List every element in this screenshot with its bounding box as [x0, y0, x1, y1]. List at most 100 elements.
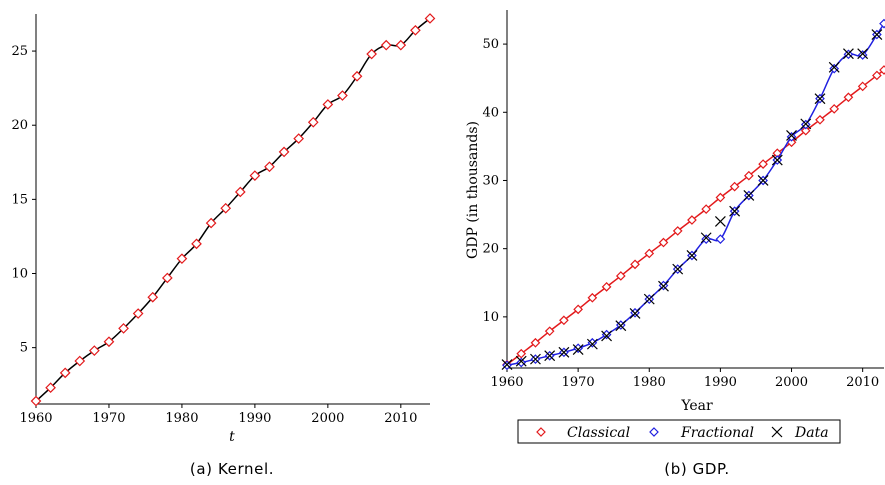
classical-point: [687, 215, 697, 225]
classical-point: [601, 282, 612, 292]
classical-point: [744, 170, 754, 181]
data-point: [672, 263, 684, 275]
data-point: [729, 205, 741, 217]
kernel-point: [132, 308, 144, 319]
fractional-point: [516, 357, 527, 368]
data-point: [530, 353, 541, 365]
legend-box: [517, 419, 841, 444]
classical-point: [672, 226, 683, 236]
gdp-x-tick-label: 2000: [775, 375, 808, 390]
fractional-point: [786, 131, 797, 142]
classical-point: [516, 348, 527, 359]
legend-fractional-marker: [649, 427, 659, 437]
kernel-point: [176, 253, 188, 265]
classical-point: [644, 248, 655, 259]
gdp-y-axis-label: GDP (in thousands): [465, 121, 481, 259]
kernel-y-tick-label: 15: [11, 192, 28, 207]
kernel-point: [220, 202, 232, 214]
kernel-chart: 1960 1970 1980 1990 2000 2010 5 10 15 20 25 t (a) …: [11, 13, 436, 478]
kernel-point: [337, 90, 348, 101]
kernel-axes: [35, 14, 430, 405]
kernel-y-tick-label: 20: [11, 118, 28, 133]
kernel-ticks: 1960 1970 1980 1990 2000 2010 5 10 15 20 25: [11, 44, 417, 426]
kernel-point: [118, 323, 129, 334]
kernel-point: [322, 99, 334, 110]
classical-point: [530, 337, 541, 348]
data-point: [828, 61, 840, 73]
classical-point: [872, 70, 882, 81]
kernel-point: [234, 186, 246, 198]
legend-classical-marker: [536, 427, 546, 437]
data-point: [515, 355, 527, 367]
gdp-x-axis-label: Year: [680, 398, 713, 414]
fractional-point: [587, 337, 598, 348]
classical-point: [758, 159, 768, 169]
data-point: [615, 320, 627, 332]
kernel-x-tick-label: 1990: [238, 411, 271, 426]
data-point: [558, 346, 570, 358]
fractional-point: [879, 18, 885, 29]
kernel-point: [59, 367, 71, 379]
gdp-x-tick-label: 1980: [633, 375, 666, 390]
data-point: [843, 48, 854, 60]
kernel-point: [293, 133, 305, 144]
data-point: [501, 359, 513, 371]
data-point: [800, 118, 812, 130]
data-point: [601, 330, 613, 342]
kernel-line: [35, 17, 431, 402]
data-point: [686, 250, 698, 261]
kernel-point: [380, 39, 392, 51]
kernel-point: [205, 217, 217, 229]
kernel-point: [264, 161, 275, 173]
classical-point: [829, 104, 840, 114]
kernel-point: [147, 291, 159, 303]
gdp-y-tick-label: 40: [482, 105, 499, 120]
gdp-legend: Classical Fractional Data: [517, 419, 841, 444]
data-point: [857, 48, 869, 60]
data-point: [743, 190, 755, 201]
kernel-caption: (a) Kernel.: [190, 460, 274, 478]
data-point: [786, 130, 797, 141]
data-point: [757, 175, 769, 186]
classical-point: [615, 271, 626, 281]
classical-point: [879, 65, 885, 75]
gdp-caption: (b) GDP.: [664, 460, 729, 478]
kernel-x-tick-label: 1960: [19, 411, 52, 426]
legend-classical-label: Classical: [567, 425, 630, 441]
data-point: [643, 293, 655, 305]
data-point: [814, 93, 826, 105]
data-point: [700, 232, 712, 244]
classical-point: [630, 259, 640, 270]
kernel-y-tick-label: 25: [11, 44, 28, 59]
classical-line: [506, 69, 885, 366]
data-point: [629, 308, 641, 319]
kernel-point: [307, 116, 319, 128]
gdp-y-tick-label: 20: [482, 242, 499, 257]
gdp-x-tick-label: 1990: [704, 375, 737, 390]
kernel-point: [278, 146, 290, 158]
fractional-point: [715, 234, 726, 244]
kernel-point: [45, 382, 56, 394]
fractional-line: [506, 23, 885, 367]
data-point: [586, 338, 598, 350]
kernel-point: [89, 345, 100, 356]
gdp-axes: [506, 10, 884, 369]
classical-point: [559, 315, 569, 326]
kernel-point: [410, 24, 421, 36]
legend-data-marker: [771, 426, 783, 438]
classical-point: [587, 292, 598, 303]
fractional-point: [701, 234, 712, 244]
classical-point: [729, 181, 740, 192]
classical-point: [573, 304, 583, 315]
kernel-point: [395, 39, 407, 51]
classical-point: [544, 326, 555, 337]
data-point: [544, 350, 556, 362]
classical-point: [857, 81, 868, 92]
kernel-point: [366, 48, 377, 60]
kernel-y-tick-label: 5: [20, 341, 28, 356]
gdp-x-tick-label: 1960: [490, 375, 523, 390]
kernel-point: [161, 272, 173, 284]
fractional-point: [573, 343, 583, 354]
